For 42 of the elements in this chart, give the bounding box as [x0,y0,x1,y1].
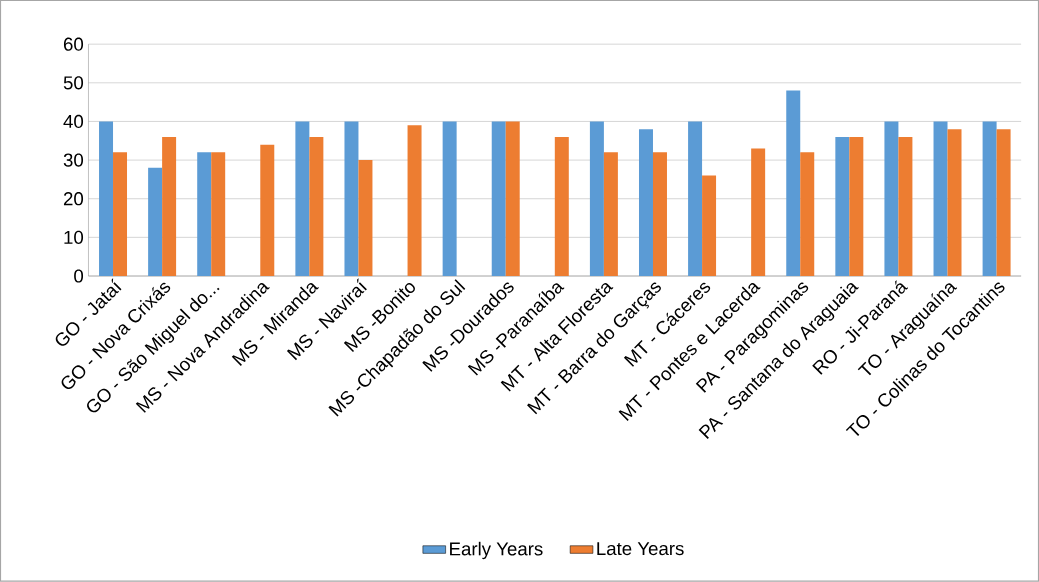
bar [491,121,506,277]
y-tick-label: 60 [63,37,84,51]
y-tick-label: 20 [63,192,84,206]
bar [688,121,703,277]
bar [260,144,275,277]
bar [589,121,604,277]
bar [295,121,310,277]
bar [603,152,618,277]
bar [751,148,766,277]
y-tick-label: 10 [64,230,84,245]
bar [211,152,226,277]
y-tick-label: 50 [63,76,84,90]
bar [884,121,899,277]
bar [197,152,212,277]
bar [947,129,962,277]
bar [148,167,163,277]
bar [800,152,815,277]
y-tick-label: 40 [63,115,84,129]
bar [982,121,997,277]
bar [652,152,667,277]
bar [113,152,128,277]
bar [407,125,422,277]
y-tick-label: 30 [63,153,84,167]
bar [996,129,1011,277]
legend-label: Late Years [597,542,684,556]
legend-label: Early Years [450,541,543,560]
bar [344,121,359,277]
bar [162,137,177,277]
bar [358,160,373,277]
bar [933,121,948,277]
bar [835,137,850,277]
bar [99,121,114,277]
y-tick-label: 0 [74,269,84,283]
bar [849,137,864,277]
bar [702,175,717,277]
bar [309,137,324,277]
bar [786,90,801,277]
bar [505,121,520,277]
bar [638,129,653,277]
bar [898,137,913,277]
bar [554,137,569,277]
bar [442,121,457,277]
